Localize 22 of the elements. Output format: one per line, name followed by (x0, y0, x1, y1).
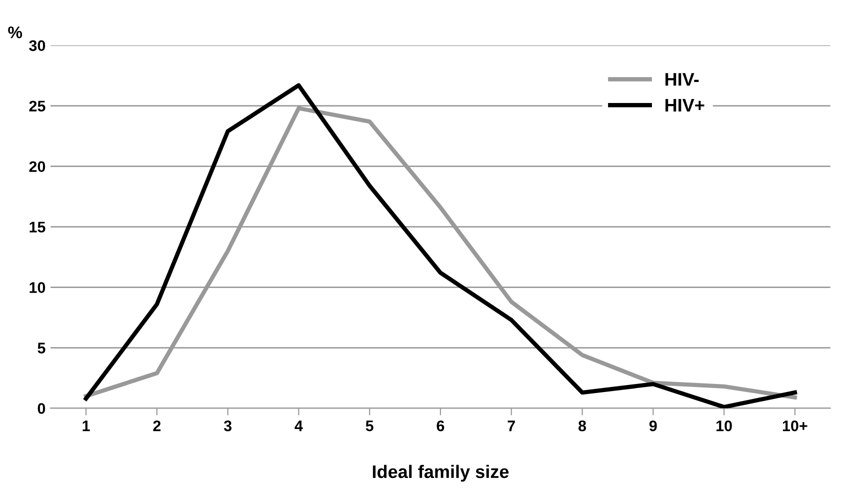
y-tick-label: 30 (29, 40, 46, 52)
y-tick-label: 25 (29, 100, 46, 112)
y-tick-label: 0 (38, 403, 46, 414)
x-tick-label: 10 (716, 420, 732, 432)
x-tick-label: 3 (224, 420, 232, 432)
x-tick-label: 8 (578, 420, 586, 432)
y-tick-label: 5 (38, 342, 46, 354)
x-tick-label: 2 (153, 420, 161, 432)
y-tick-label: 15 (30, 222, 46, 232)
x-tick-label: 6 (436, 420, 444, 432)
x-tick-label: 5 (366, 420, 374, 432)
x-tick-label: 10+ (782, 420, 808, 432)
x-tick-label: 9 (649, 420, 657, 432)
x-tick-label: 7 (508, 420, 515, 432)
legend-label: HIV+ (666, 99, 704, 112)
x-tick-label: 1 (82, 420, 90, 432)
x-axis-title: Ideal family size (372, 464, 509, 482)
y-tick-label: 10 (30, 282, 46, 293)
y-axis-title: % (8, 26, 22, 38)
y-tick-label: 20 (29, 161, 46, 172)
legend-label: HIV- (666, 73, 699, 86)
x-tick-label: 4 (294, 420, 303, 432)
